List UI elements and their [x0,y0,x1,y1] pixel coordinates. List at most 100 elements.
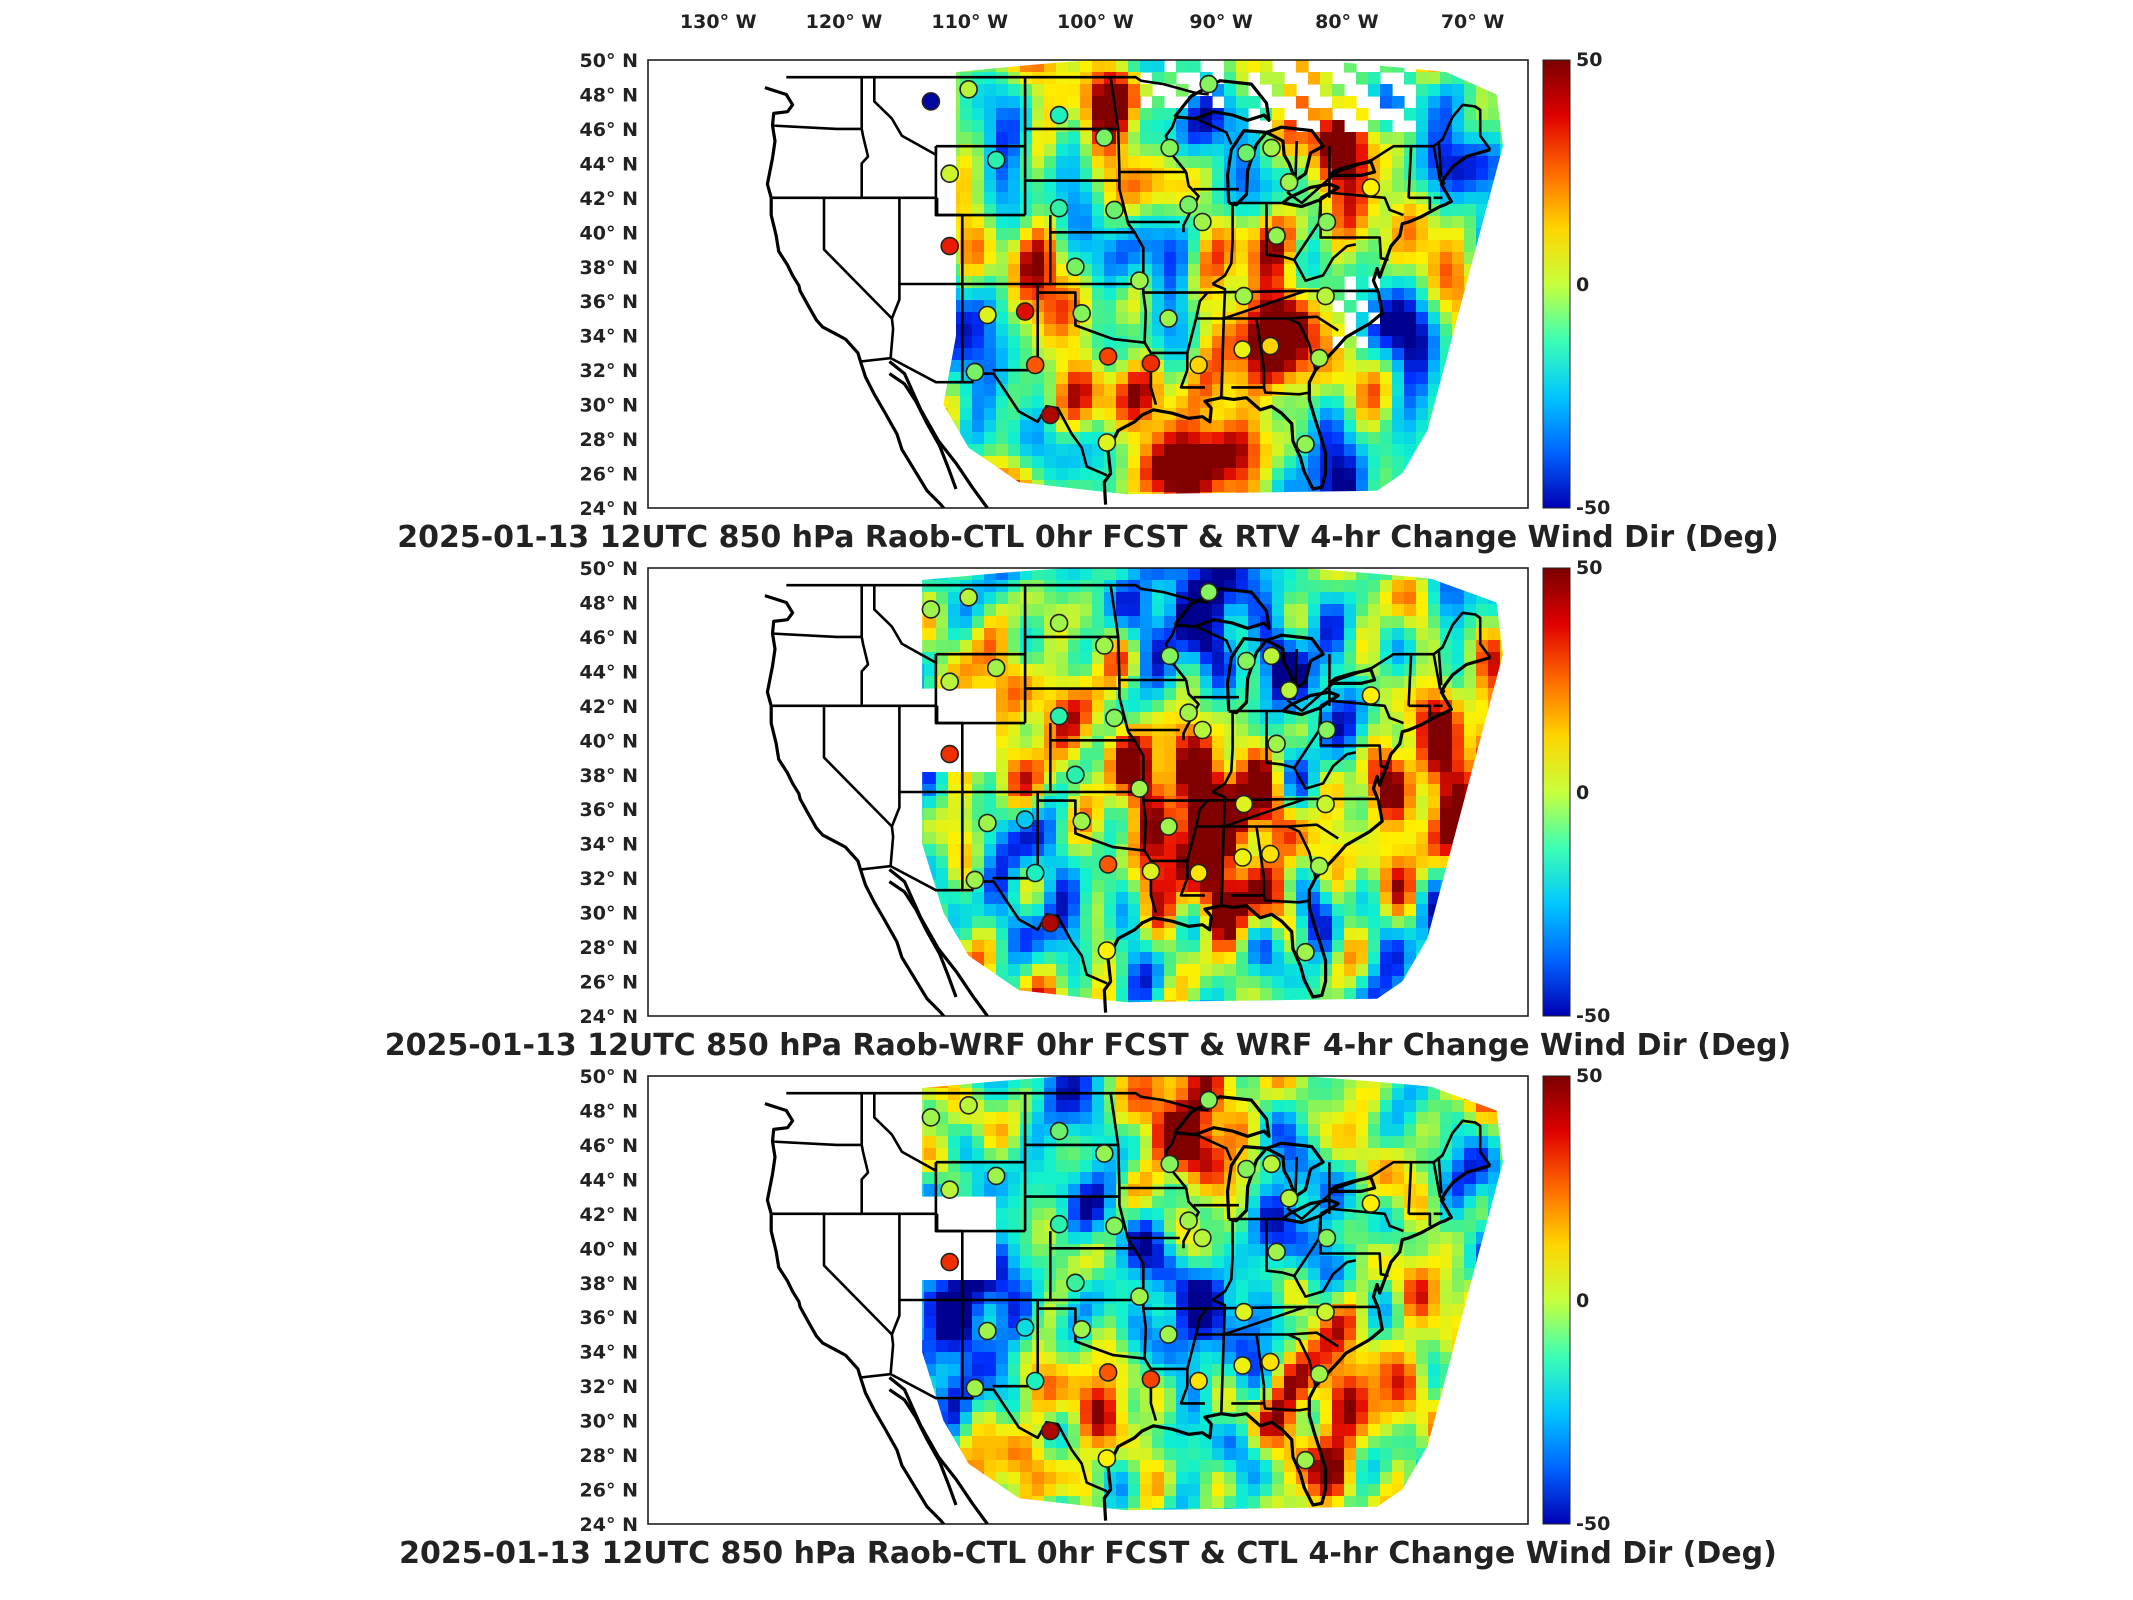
raob-station-marker [965,870,985,890]
raob-station-marker [940,1252,960,1272]
raob-station-marker [1189,1371,1208,1391]
raob-station-marker [1316,286,1335,306]
panel-title: 2025-01-13 12UTC 850 hPa Raob-CTL 0hr FC… [397,520,1779,555]
raob-station-marker [1159,1325,1178,1344]
raob-station-marker [1105,708,1124,728]
raob-station-marker [1015,1318,1035,1337]
lat-label: 38° N [580,765,638,787]
coastlines [764,79,1491,508]
raob-station-marker [1095,1144,1114,1163]
lat-label: 28° N [580,429,638,451]
lat-label: 32° N [580,868,638,890]
lat-label: 32° N [580,1376,638,1398]
raob-station-marker [1237,1159,1256,1179]
raob-station-marker [986,658,1006,678]
lon-label: 110° W [931,11,1008,33]
raob-station-marker [1066,257,1085,277]
state-boundaries [771,583,1492,985]
raob-station-marker [1097,941,1117,960]
raob-station-marker [1041,1421,1060,1441]
raob-station-marker [1234,1302,1254,1322]
raob-station-marker [1193,1228,1212,1248]
raob-station-marker [1234,286,1254,306]
lat-label: 46° N [580,1135,638,1157]
coastlines [764,1095,1491,1524]
lat-label: 36° N [580,1307,638,1329]
raob-station-marker [986,1166,1006,1186]
raob-station-marker [1199,582,1218,602]
raob-station-marker [1262,646,1281,666]
raob-station-marker [1316,1302,1335,1322]
lat-label: 30° N [580,1411,638,1433]
lat-label: 42° N [580,696,638,718]
raob-station-marker [1261,844,1280,864]
lat-label: 42° N [580,1204,638,1226]
raob-station-marker [1189,863,1208,883]
raob-station-marker [1193,212,1212,232]
raob-station-marker [1361,686,1381,705]
colorbar-scale [1542,567,1571,1017]
colorbar-label: 50 [1576,557,1602,579]
lat-label: 24° N [580,498,638,520]
lat-label: 48° N [580,592,638,614]
lat-label: 48° N [580,1100,638,1122]
raob-station-marker [1310,856,1329,876]
raob-station-marker [1025,863,1045,883]
raob-station-marker [1095,636,1114,655]
lat-label: 48° N [580,84,638,106]
raob-station-marker [1049,1121,1069,1141]
raob-station-marker [1316,794,1335,814]
lat-label: 50° N [580,558,638,580]
colorbar: 50 0 -50 [1542,557,1610,1027]
map-frame [647,59,1529,509]
raob-station-marker [1049,613,1069,633]
raob-station-marker [1234,794,1254,814]
raob-station-marker [1261,336,1280,356]
raob-station-marker [1237,651,1256,671]
raob-station-marker [1233,1356,1252,1375]
lat-label: 28° N [580,937,638,959]
colorbar: 50 0 -50 [1542,49,1610,519]
colorbar-label: -50 [1576,1005,1610,1027]
lon-label: 120° W [806,11,883,33]
lat-label: 24° N [580,1514,638,1536]
raob-station-marker [959,587,978,607]
raob-station-marker [921,92,941,111]
colorbar-label: 50 [1576,49,1602,71]
lat-label: 42° N [580,188,638,210]
lon-label: 90° W [1189,11,1253,33]
lat-label: 40° N [580,222,638,244]
raob-station-marker [940,672,960,692]
lat-label: 34° N [580,1342,638,1364]
lat-label: 38° N [580,257,638,279]
raob-station-marker [978,305,997,325]
raob-station-marker [1066,1273,1085,1293]
raob-station-marker [1267,226,1286,246]
panel-title: 2025-01-13 12UTC 850 hPa Raob-CTL 0hr FC… [399,1536,1777,1571]
raob-station-marker [1179,195,1198,214]
raob-station-marker [1179,703,1198,723]
raob-station-marker [1310,348,1329,368]
raob-station-marker [1267,734,1286,754]
raob-station-marker [1237,143,1256,163]
lat-label: 24° N [580,1006,638,1028]
raob-station-marker [940,1180,960,1199]
raob-station-marker [965,362,985,382]
lat-label: 26° N [580,972,638,994]
raob-station-marker [1267,1242,1286,1262]
raob-station-marker [1130,271,1149,290]
coastlines [764,587,1491,1016]
raob-station-marker [1041,913,1060,933]
lat-label: 26° N [580,464,638,486]
raob-station-marker [1199,74,1218,94]
lon-label: 100° W [1057,11,1134,33]
raob-station-marker [1141,861,1161,881]
lat-label: 44° N [580,153,638,175]
lat-label: 30° N [580,395,638,417]
colorbar-label: 0 [1576,782,1589,804]
colorbar-label: -50 [1576,497,1610,519]
raob-station-marker [1097,433,1117,452]
raob-station-marker [921,600,941,619]
raob-station-marker [1072,811,1091,831]
